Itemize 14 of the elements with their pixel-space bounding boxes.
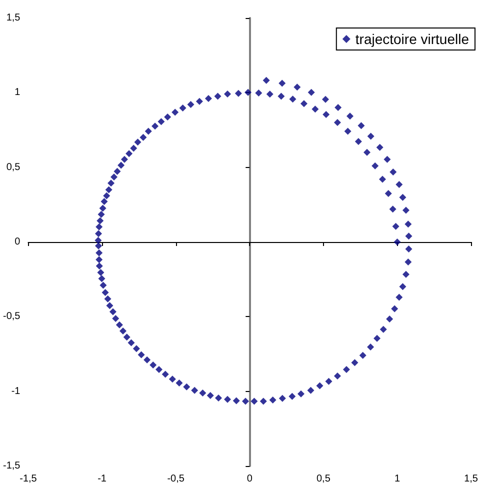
x-tick-label: -0,5	[167, 474, 185, 484]
x-tick-label: 1,5	[464, 474, 478, 484]
legend-label: trajectoire virtuelle	[355, 31, 470, 47]
x-tick-label: 0,5	[316, 474, 331, 484]
x-tick-label: 1	[394, 474, 400, 484]
y-tick-label: -1	[11, 386, 21, 397]
y-tick-label: -0,5	[2, 311, 21, 322]
y-tick-label: 0	[14, 236, 21, 248]
x-tick-label: -1	[98, 474, 107, 484]
y-tick-label: 1,5	[6, 12, 21, 24]
x-tick-label: 0	[246, 474, 253, 484]
y-tick-label: 0,5	[6, 162, 21, 173]
y-tick-label: -1,5	[2, 460, 21, 472]
y-tick-label: 1	[14, 87, 21, 98]
